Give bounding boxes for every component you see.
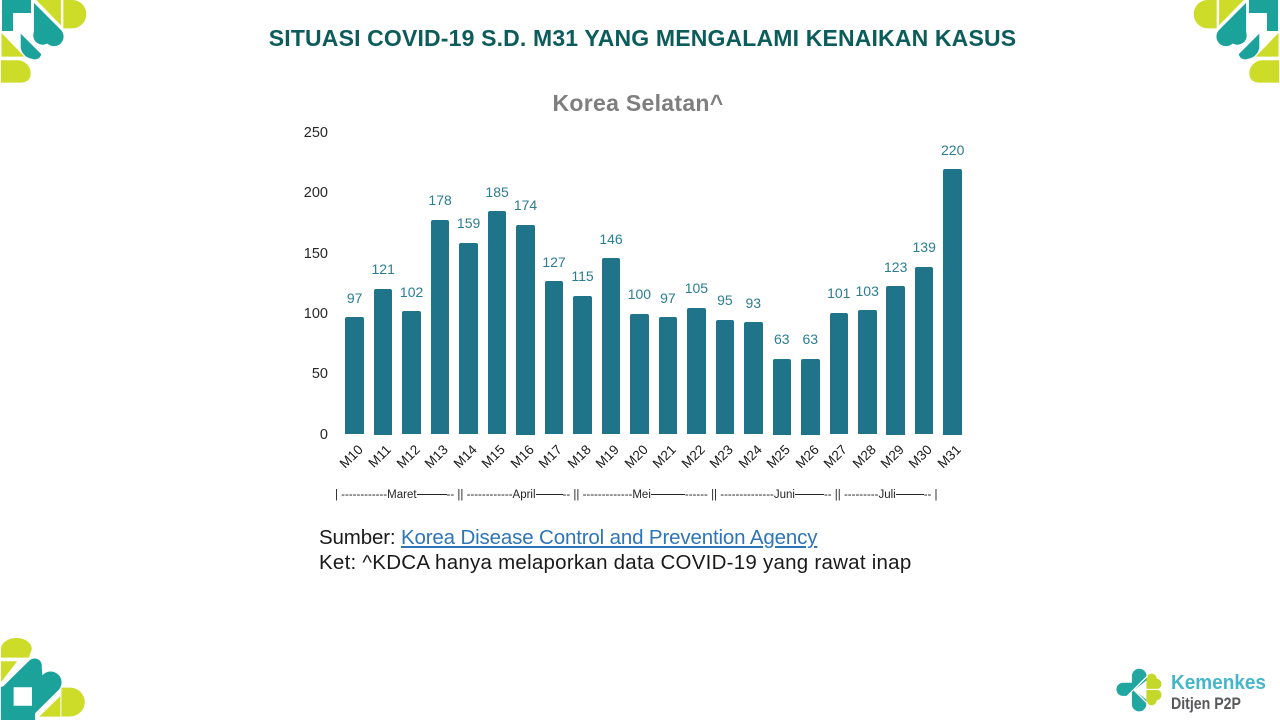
svg-text:Ditjen P2P: Ditjen P2P [1171,694,1241,713]
svg-text:Kemenkes: Kemenkes [1171,672,1266,694]
